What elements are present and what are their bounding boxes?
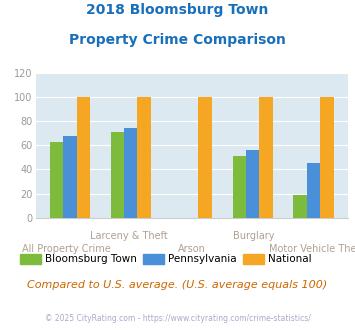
Text: Arson: Arson — [178, 244, 206, 254]
Bar — [260, 97, 273, 218]
Bar — [198, 97, 212, 218]
Text: Larceny & Theft: Larceny & Theft — [90, 231, 168, 241]
Text: All Property Crime: All Property Crime — [22, 244, 111, 254]
Bar — [137, 97, 151, 218]
Bar — [50, 142, 63, 218]
Bar — [246, 150, 260, 218]
Legend: Bloomsburg Town, Pennsylvania, National: Bloomsburg Town, Pennsylvania, National — [16, 249, 316, 269]
Bar — [294, 195, 307, 218]
Text: Compared to U.S. average. (U.S. average equals 100): Compared to U.S. average. (U.S. average … — [27, 280, 328, 290]
Text: Property Crime Comparison: Property Crime Comparison — [69, 33, 286, 47]
Bar — [77, 97, 90, 218]
Bar — [111, 132, 124, 218]
Text: Burglary: Burglary — [234, 231, 275, 241]
Bar — [320, 97, 334, 218]
Bar — [307, 163, 320, 218]
Bar — [63, 136, 77, 218]
Bar — [124, 128, 137, 218]
Text: 2018 Bloomsburg Town: 2018 Bloomsburg Town — [86, 3, 269, 17]
Text: Motor Vehicle Theft: Motor Vehicle Theft — [269, 244, 355, 254]
Bar — [233, 156, 246, 218]
Text: © 2025 CityRating.com - https://www.cityrating.com/crime-statistics/: © 2025 CityRating.com - https://www.city… — [45, 314, 310, 323]
